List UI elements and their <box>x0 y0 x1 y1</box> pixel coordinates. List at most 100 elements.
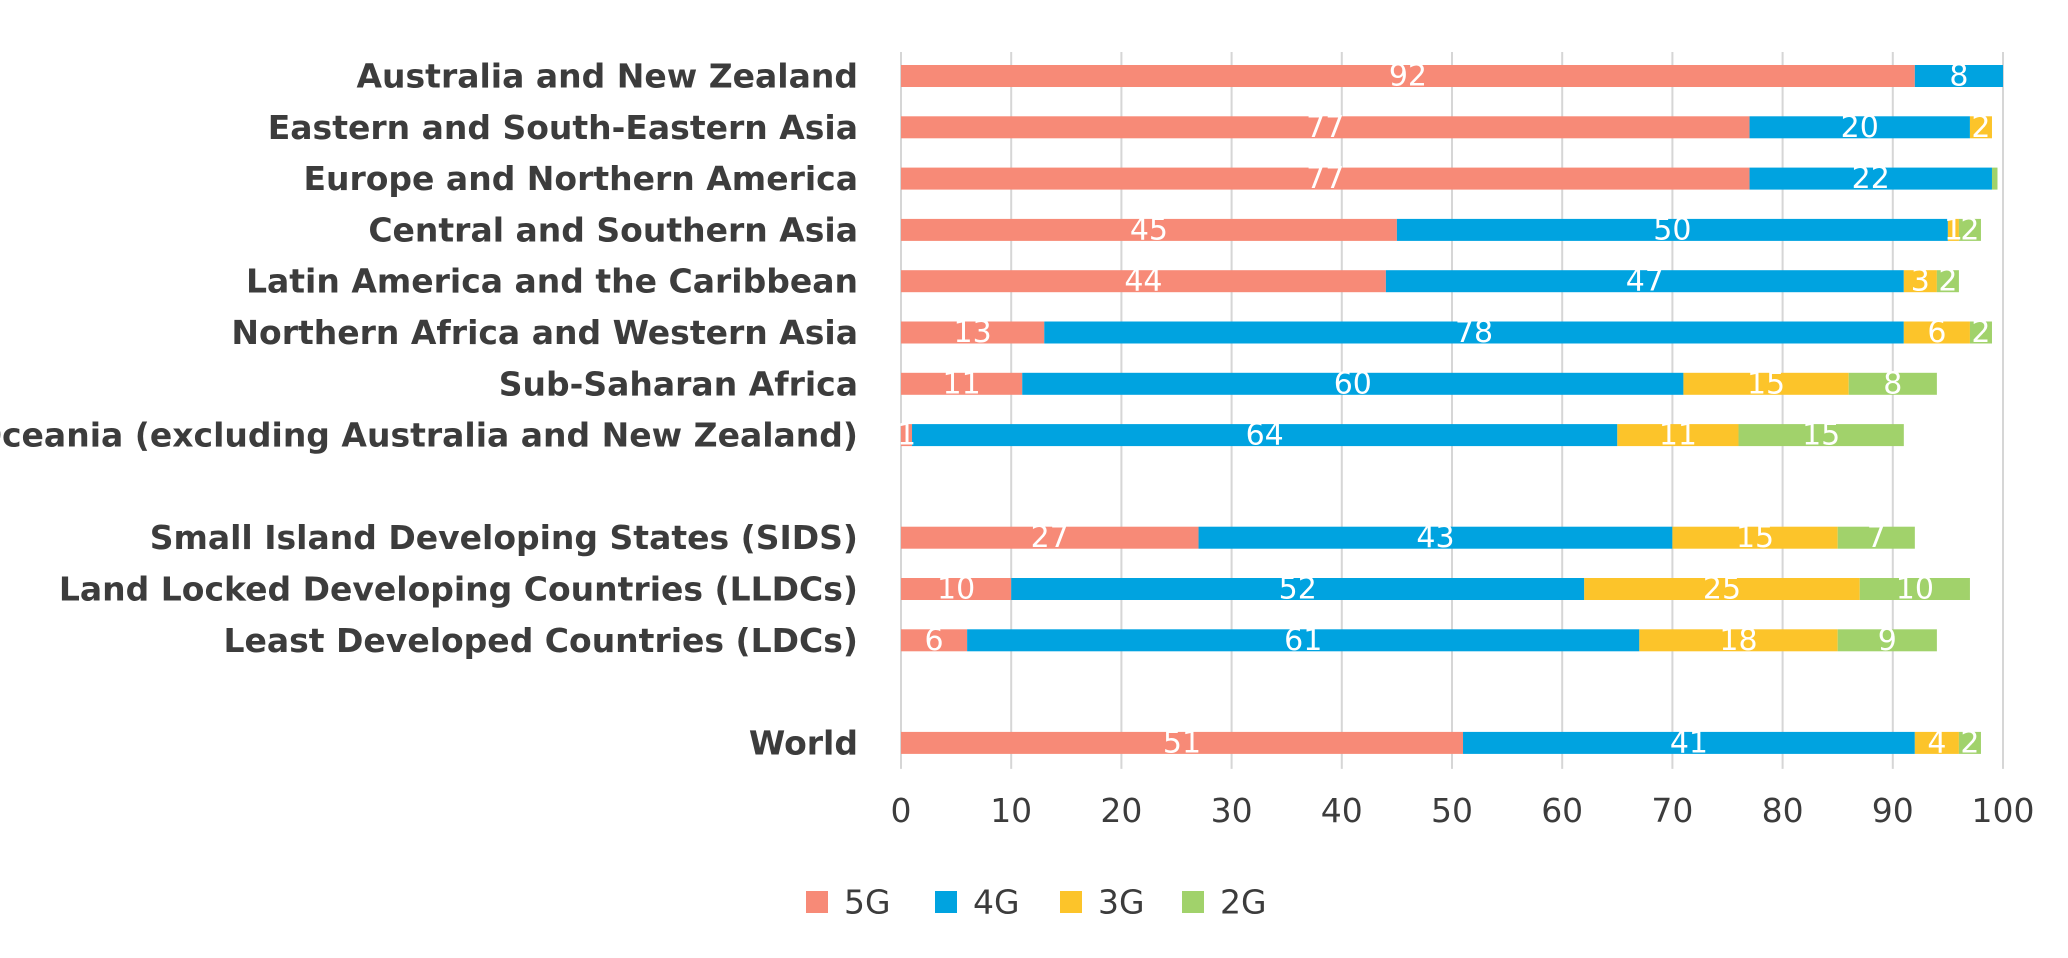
bar-value-label: 15 <box>1802 418 1840 453</box>
category-label: Land Locked Developing Countries (LLDCs) <box>59 570 858 609</box>
bar-value-label: 22 <box>1852 161 1890 196</box>
bar-segment-4g <box>1396 218 1948 241</box>
bar-value-label: 10 <box>1896 572 1934 607</box>
bar-value-label: 1 <box>897 418 916 453</box>
x-tick-label: 80 <box>1762 791 1804 830</box>
bar-value-label: 44 <box>1124 264 1162 299</box>
bar-segment-4g <box>912 424 1618 447</box>
x-tick-label: 0 <box>891 791 912 830</box>
legend-label: 3G <box>1098 883 1145 922</box>
bar-segment-5g <box>901 321 1045 344</box>
bar-segment-2g <box>1738 424 1904 447</box>
bar-value-label: 7 <box>1867 520 1886 555</box>
bar-value-label: 45 <box>1130 212 1168 247</box>
x-axis-tick-labels: 0 10 20 30 40 50 60 70 80 90 100 <box>891 791 2035 830</box>
bar-segment-5g <box>901 270 1386 293</box>
category-label: Central and Southern Asia <box>368 210 858 249</box>
x-tick-label: 70 <box>1651 791 1693 830</box>
category-label: Latin America and the Caribbean <box>246 262 858 301</box>
bar-value-label: 10 <box>937 572 975 607</box>
bar-value-label: 2 <box>1960 725 1979 760</box>
bar-segment-5g <box>901 116 1750 139</box>
bar-segment-2g <box>1859 578 1970 600</box>
bar-segment-4g <box>1198 526 1673 549</box>
bar-segment-2g <box>1936 270 1959 293</box>
bar-value-label: 20 <box>1841 110 1879 145</box>
bar-segment-5g <box>901 731 1464 754</box>
category-labels: Australia and New Zealand Eastern and Sou… <box>0 57 858 763</box>
bar-value-label: 92 <box>1389 59 1427 94</box>
bar-segment-5g <box>901 629 968 652</box>
bar-value-label: 6 <box>1927 315 1946 350</box>
bar-segment-4g <box>1914 65 2003 87</box>
category-label: Sub-Saharan Africa <box>499 364 858 403</box>
bar-value-label: 60 <box>1334 366 1372 401</box>
bar-segment-5g <box>901 218 1397 241</box>
bar-value-label: 4 <box>1927 725 1946 760</box>
bar-segment-4g <box>1749 167 1992 190</box>
bar-segment-3g <box>1672 526 1838 549</box>
bar-segment-3g <box>1903 270 1937 293</box>
x-tick-label: 60 <box>1541 791 1583 830</box>
bar-segment-2g <box>1837 526 1915 549</box>
x-tick-label: 10 <box>990 791 1032 830</box>
category-label: Eastern and South-Eastern Asia <box>268 108 858 147</box>
bar-value-label: 52 <box>1279 572 1317 607</box>
bar-value-label: 15 <box>1747 366 1785 401</box>
bar-segment-4g <box>1463 731 1915 754</box>
bar-value-label: 47 <box>1626 264 1664 299</box>
bar-value-label: 77 <box>1306 161 1344 196</box>
bar-segment-2g <box>1969 321 1992 344</box>
gridlines <box>900 52 2004 769</box>
bar-value-label: 1 <box>1944 212 1963 247</box>
bar-value-label: 18 <box>1719 623 1757 658</box>
bar-value-label: 51 <box>1163 725 1201 760</box>
legend-label: 4G <box>973 883 1020 922</box>
bar-segment-2g <box>1958 731 1981 754</box>
legend-swatch-3g <box>1060 891 1082 913</box>
bar-value-label: 61 <box>1284 623 1322 658</box>
bar-segment-2g <box>1848 372 1937 395</box>
bar-segment-3g <box>1584 578 1860 600</box>
bar-segment-3g <box>1639 629 1838 652</box>
x-tick-label: 20 <box>1100 791 1142 830</box>
bar-value-label: 27 <box>1031 520 1069 555</box>
legend-swatch-5g <box>806 891 828 913</box>
category-label: Australia and New Zealand <box>357 57 859 96</box>
bar-segment-2g <box>1837 629 1937 652</box>
bar-value-label: 3 <box>1911 264 1930 299</box>
bar-value-label: 2 <box>1971 315 1990 350</box>
x-tick-label: 30 <box>1211 791 1253 830</box>
bar-value-label: 2 <box>1971 110 1990 145</box>
bar-value-label: 8 <box>1883 366 1902 401</box>
bar-value-label: 6 <box>925 623 944 658</box>
bar-value-label: 25 <box>1703 572 1741 607</box>
bar-segment-4g <box>967 629 1640 652</box>
bar-segment-5g <box>901 578 1012 600</box>
bar-value-label: 15 <box>1736 520 1774 555</box>
bar-segment-5g <box>901 65 1915 87</box>
bar-segment-3g <box>1617 424 1739 447</box>
bar-segment-5g <box>901 372 1023 395</box>
bars <box>901 65 2003 754</box>
bar-value-label: 2 <box>1960 212 1979 247</box>
bar-value-label: 11 <box>943 366 981 401</box>
bar-value-label: 13 <box>954 315 992 350</box>
bar-value-label: 64 <box>1246 418 1284 453</box>
bar-segment-4g <box>1044 321 1904 344</box>
x-tick-label: 90 <box>1872 791 1914 830</box>
category-label: Small Island Developing States (SIDS) <box>150 518 858 557</box>
bar-segment-3g <box>1947 218 1959 241</box>
legend-label: 2G <box>1220 883 1267 922</box>
bar-value-label: 78 <box>1455 315 1493 350</box>
bar-value-label: 43 <box>1416 520 1454 555</box>
bar-segment-5g <box>901 424 913 447</box>
bar-segment-5g <box>901 167 1750 190</box>
category-label: World <box>749 723 858 762</box>
bar-segment-4g <box>1385 270 1904 293</box>
bar-segment-2g <box>1958 218 1981 241</box>
x-tick-label: 50 <box>1431 791 1473 830</box>
bar-value-label: 9 <box>1878 623 1897 658</box>
